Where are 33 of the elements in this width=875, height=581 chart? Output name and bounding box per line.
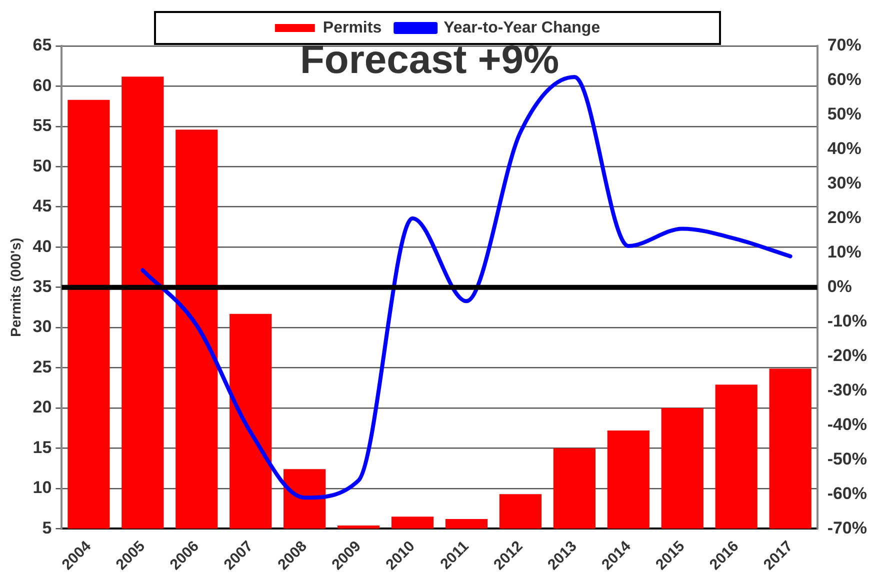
y-tick-label: 60 [32, 76, 52, 95]
y-axis-title: Permits (000's) [7, 238, 24, 337]
y2-tick-label: 60% [827, 70, 862, 90]
y2-tick-label: 20% [827, 208, 862, 228]
y2-tick-label: -70% [827, 518, 867, 538]
y2-tick-label: 70% [827, 36, 862, 55]
y-tick-label: 50 [32, 156, 52, 176]
y2-tick-label: 50% [827, 104, 862, 124]
y-tick-label: 30 [32, 317, 52, 336]
y2-tick-label: 0% [827, 277, 852, 296]
line-series [140, 75, 792, 500]
y2-tick-label: 10% [827, 242, 862, 262]
y-tick-label: 10 [32, 478, 52, 498]
annotation: Forecast +9% [300, 38, 560, 82]
y2-tick-label: -50% [827, 449, 867, 468]
y-tick-label: 5 [42, 518, 52, 538]
y2-tick-label: -10% [827, 312, 867, 331]
y2-tick-label: -60% [827, 484, 867, 503]
y-tick-label: 40 [32, 236, 52, 256]
legend-label: Year-to-Year Change [444, 19, 600, 36]
legend-label: Permits [322, 19, 382, 36]
y-tick-label: 35 [32, 277, 52, 296]
y2-tick-label: 40% [827, 139, 862, 158]
y-tick-label: 65 [32, 36, 52, 55]
y-tick-label: 20 [32, 398, 52, 417]
y-tick-label: 55 [32, 116, 52, 136]
y2-tick-label: -30% [827, 380, 867, 400]
y2-tick-label: -20% [827, 346, 867, 365]
y-tick-label: 45 [32, 196, 52, 216]
y2-tick-label: -40% [827, 414, 867, 434]
y-tick-label: 25 [32, 357, 52, 376]
y2-tick-label: 30% [827, 174, 862, 193]
y-tick-label: 15 [32, 438, 52, 457]
